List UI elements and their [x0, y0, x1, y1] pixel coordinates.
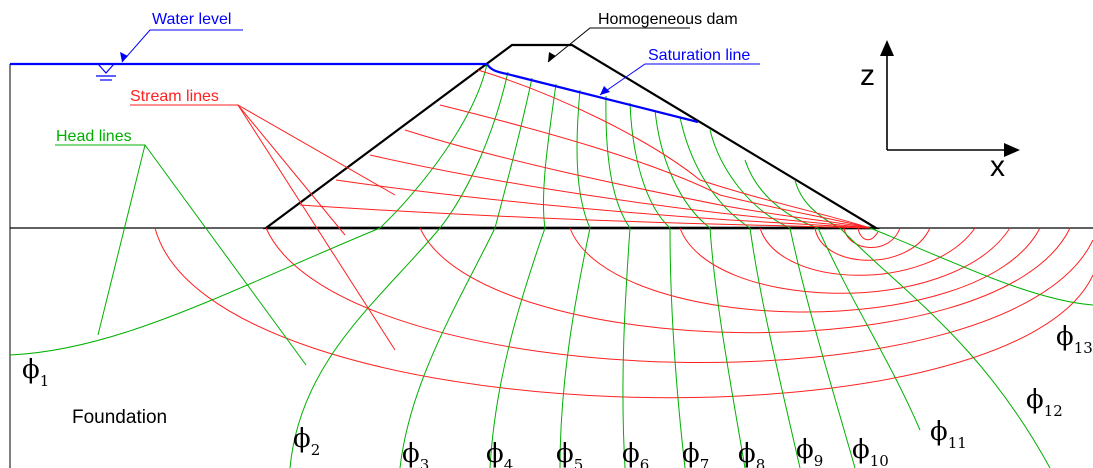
phi-subscript: 2 — [311, 441, 321, 459]
z-axis-label: z — [860, 59, 875, 92]
phi-symbol: ϕ — [22, 355, 40, 385]
phi-symbol: ϕ — [556, 439, 574, 468]
foundation-label: Foundation — [72, 407, 167, 428]
phi-symbol: ϕ — [852, 435, 870, 465]
phi-subscript: 6 — [640, 456, 650, 468]
phi-subscript: 10 — [870, 452, 889, 468]
head-line-label-phi-10: ϕ10 — [852, 435, 889, 468]
phi-subscript: 9 — [814, 452, 824, 468]
head-line-label-phi-8: ϕ8 — [738, 439, 765, 468]
phi-symbol: ϕ — [622, 439, 640, 468]
phi-symbol: ϕ — [486, 439, 504, 468]
phi-symbol: ϕ — [738, 439, 756, 468]
phi-symbol: ϕ — [796, 435, 814, 465]
dam-stream-lines — [299, 69, 871, 229]
stream-lines-label: Stream lines — [130, 88, 219, 105]
saturation-line-label: Saturation line — [648, 47, 750, 64]
head-line-label-phi-12: ϕ12 — [1026, 385, 1063, 420]
axes-indicator — [886, 48, 1010, 151]
head-line-label-phi-5: ϕ5 — [556, 439, 583, 468]
head-line-label-phi-4: ϕ4 — [486, 439, 513, 468]
phi-subscript: 8 — [756, 456, 766, 468]
water-level-symbol-icon — [96, 63, 116, 81]
water-level-label: Water level — [152, 11, 231, 28]
dam-arrow-icon — [548, 52, 556, 62]
phi-subscript: 5 — [574, 456, 584, 468]
dam-outline — [262, 43, 880, 230]
head-line-label-phi-3: ϕ3 — [402, 439, 429, 468]
phi-symbol: ϕ — [1026, 385, 1044, 415]
phi-symbol: ϕ — [1056, 322, 1074, 352]
phi-symbol: ϕ — [402, 439, 420, 468]
head-line-label-phi-13: ϕ13 — [1056, 322, 1093, 357]
foundation-head-lines — [9, 227, 1093, 468]
head-line-label-phi-11: ϕ11 — [930, 417, 967, 452]
water-level-arrow-icon — [120, 52, 128, 62]
head-line-label-phi-7: ϕ7 — [682, 439, 709, 468]
head-line-label-phi-2: ϕ2 — [293, 424, 320, 459]
leader-lines — [55, 27, 760, 366]
head-lines-label: Head lines — [56, 128, 132, 145]
phi-subscript: 1 — [40, 372, 50, 390]
phi-subscript: 4 — [504, 456, 514, 468]
x-axis-label: x — [990, 150, 1005, 183]
head-line-label-phi-1: ϕ1 — [22, 355, 49, 390]
phi-subscript: 13 — [1074, 339, 1093, 357]
head-line-label-phi-6: ϕ6 — [622, 439, 649, 468]
foundation-stream-lines — [154, 227, 1093, 399]
phi-subscript: 12 — [1044, 402, 1063, 420]
phi-subscript: 11 — [948, 434, 967, 452]
homogeneous-dam-label: Homogeneous dam — [598, 11, 738, 28]
phi-symbol: ϕ — [930, 417, 948, 447]
saturation-line — [486, 63, 699, 124]
z-axis-arrow-icon — [880, 40, 894, 56]
x-axis-arrow-icon — [1004, 143, 1020, 157]
phi-subscript: 7 — [700, 456, 710, 468]
phi-subscript: 3 — [420, 456, 430, 468]
phi-symbol: ϕ — [293, 424, 311, 454]
phi-symbol: ϕ — [682, 439, 700, 468]
head-line-label-phi-9: ϕ9 — [796, 435, 823, 468]
saturation-arrow-icon — [600, 86, 610, 95]
